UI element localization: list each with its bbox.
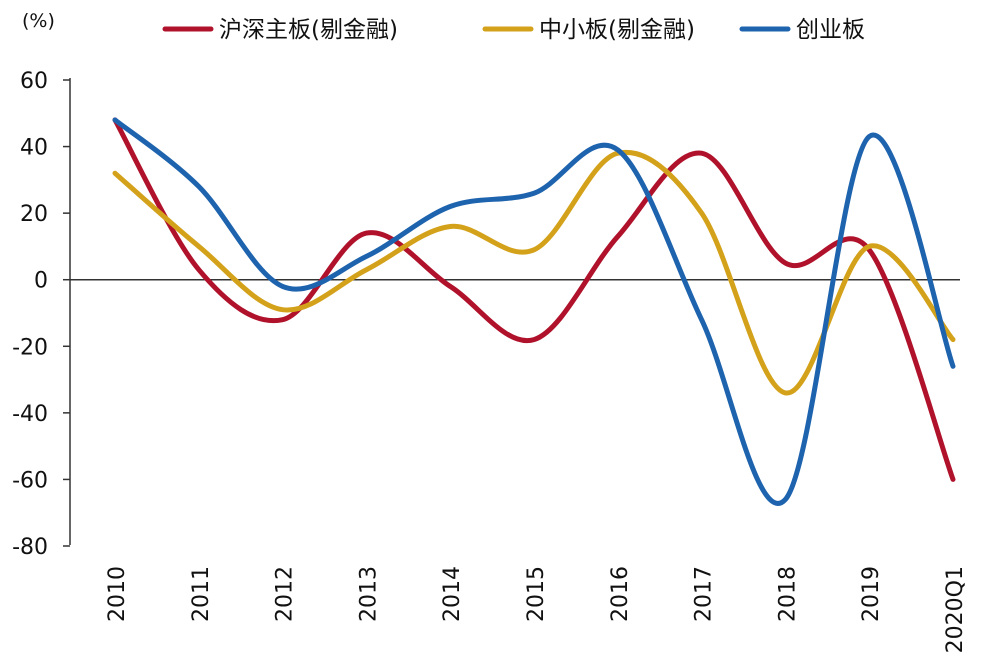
x-tick-label: 2018 [775, 566, 800, 622]
legend-item-main-board: 沪深主板(剔金融) [162, 17, 398, 43]
legend-item-chinext: 创业板 [739, 17, 865, 43]
legend-item-sme-board: 中小板(剔金融) [482, 17, 695, 43]
legend-label: 沪深主板(剔金融) [219, 17, 398, 43]
y-tick-label: -60 [12, 468, 48, 493]
x-tick-label: 2012 [273, 566, 298, 622]
series-lines [112, 117, 956, 506]
x-axis-ticks: 2010 2011 2012 2013 2014 2015 2016 2017 2018 2019… [105, 566, 968, 653]
y-axis-ticks: 60 40 20 0 -20 -40 -60 -80 [12, 69, 70, 560]
y-unit-label: (%) [22, 10, 55, 32]
x-tick-label: 2016 [608, 566, 633, 622]
x-tick-label: 2019 [859, 566, 884, 622]
series-line-chinext [112, 117, 956, 506]
series-line-main-board [112, 117, 956, 482]
x-tick-label: 2013 [356, 566, 381, 622]
x-tick-label: 2014 [440, 566, 465, 622]
x-tick-label: 2020Q1 [943, 566, 968, 653]
y-tick-label: -40 [12, 402, 48, 427]
legend: 沪深主板(剔金融) 中小板(剔金融) 创业板 [162, 17, 865, 43]
x-tick-label: 2015 [524, 566, 549, 622]
y-tick-label: 0 [34, 269, 48, 294]
y-tick-label: 60 [20, 69, 48, 94]
x-tick-label: 2011 [189, 566, 214, 622]
legend-label: 创业板 [796, 17, 865, 43]
legend-label: 中小板(剔金融) [539, 17, 695, 43]
y-tick-label: -20 [12, 335, 48, 360]
y-tick-label: 20 [20, 202, 48, 227]
x-tick-label: 2017 [692, 566, 717, 622]
y-tick-label: 40 [20, 136, 48, 161]
series-line-sme-board [112, 149, 956, 396]
y-tick-label: -80 [12, 535, 48, 560]
x-tick-label: 2010 [105, 566, 130, 622]
